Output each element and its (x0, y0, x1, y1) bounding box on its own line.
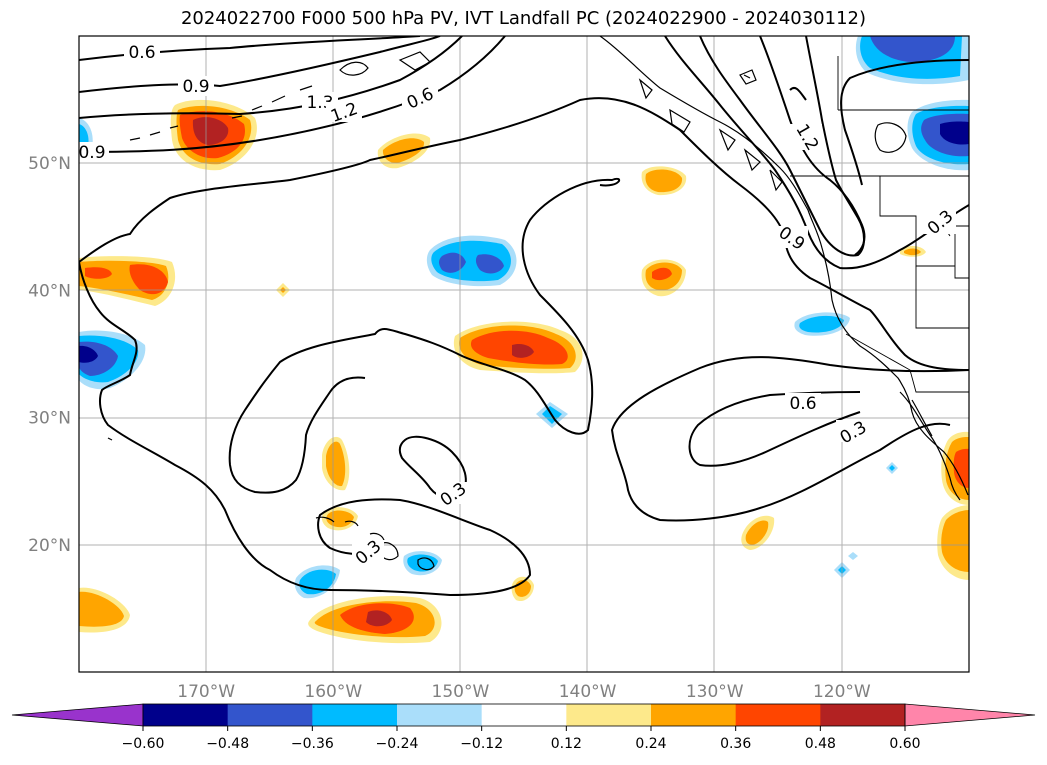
plot-frame (78, 35, 970, 673)
contour-line (79, 36, 506, 153)
svg-text:0.9: 0.9 (78, 143, 105, 163)
contour-line (699, 36, 865, 257)
anomaly-blob (79, 256, 176, 306)
colorbar-max-extension (904, 703, 1036, 727)
contour-line (79, 36, 463, 119)
contour-label: 1.2 (790, 121, 822, 154)
colorbar-tick-label: 0.48 (805, 736, 836, 752)
contour-line (79, 97, 969, 371)
colorbar-min-extension (11, 703, 144, 727)
anomaly-blob (937, 505, 969, 580)
colorbar-swatch (143, 704, 229, 726)
colorbar-swatch (651, 704, 737, 726)
contour-line (79, 36, 441, 93)
latitude-tick-label: 50°N (28, 154, 71, 174)
gridlines (79, 36, 969, 672)
contour-label: 0.3 (922, 206, 957, 239)
anomaly-blob (453, 321, 583, 374)
contour-label: 0.3 (836, 417, 870, 448)
colorbar-tick-label: −0.36 (291, 736, 334, 752)
contour-line (228, 177, 621, 494)
anomaly-blob (377, 133, 431, 169)
contour-label: 0.9 (775, 223, 809, 255)
map-title: 2024022700 F000 500 hPa PV, IVT Landfall… (180, 8, 867, 29)
contour-label: 0.6 (785, 393, 821, 414)
colorbar-tick-label: 0.60 (889, 736, 920, 752)
contour-label: 0.6 (124, 42, 160, 63)
anomaly-blob (641, 166, 687, 196)
longitude-tick-label: 160°W (304, 682, 362, 702)
colorbar-swatch (397, 704, 483, 726)
colorbar-tick-label: −0.24 (376, 736, 419, 752)
contour-label: 1.2 (326, 99, 362, 127)
longitude-tick-labels: 170°W 160°W 150°W 140°W 130°W 120°W (177, 682, 871, 702)
colorbar-tick-label: −0.48 (206, 736, 249, 752)
colorbar-tick-label: 0.12 (551, 736, 582, 752)
anomaly-blob (907, 99, 969, 171)
latitude-tick-label: 30°N (28, 409, 71, 429)
anomaly-blob (322, 436, 350, 491)
contour-label: 0.3 (352, 536, 386, 569)
anomaly-blob (308, 596, 442, 644)
longitude-tick-label: 130°W (686, 682, 744, 702)
longitude-tick-label: 120°W (813, 682, 871, 702)
contour-line (688, 391, 861, 467)
contour-label: 0.9 (178, 76, 214, 97)
latitude-tick-label: 40°N (28, 281, 71, 301)
colorbar-swatch (481, 704, 567, 726)
contour-line (79, 261, 532, 597)
svg-text:0.9: 0.9 (182, 77, 209, 97)
latitude-tick-labels: 20°N 30°N 40°N 50°N (28, 154, 71, 556)
colorbar-swatch (820, 704, 906, 726)
anomaly-blob (79, 330, 146, 390)
longitude-tick-label: 170°W (177, 682, 235, 702)
contour-labels: 0.6 0.9 1.3 1.2 0.6 0.9 1.2 0.9 0.3 0.6 … (78, 42, 957, 569)
contour-line (79, 36, 421, 61)
colorbar-swatch (312, 704, 398, 726)
contour-line (840, 59, 969, 186)
colorbar: −0.60 −0.48 −0.36 −0.24 −0.12 0.12 0.24 0.36 0.4… (11, 703, 1036, 752)
political-borders (790, 56, 969, 393)
svg-text:0.6: 0.6 (789, 394, 816, 414)
contour-label: 0.6 (402, 84, 438, 114)
anomaly-blob (855, 36, 969, 85)
contour-line (610, 356, 969, 522)
colorbar-swatch (735, 704, 821, 726)
colorbar-tick-label: 0.36 (720, 736, 751, 752)
colorbar-tick-label: 0.24 (635, 736, 666, 752)
svg-text:0.6: 0.6 (128, 43, 155, 63)
anomaly-blob (794, 312, 850, 336)
longitude-tick-label: 150°W (432, 682, 490, 702)
contour-line (759, 36, 866, 256)
coastlines (107, 36, 969, 571)
colorbar-swatch (227, 704, 313, 726)
anomaly-blob (426, 235, 517, 287)
contour-line (789, 86, 807, 101)
shaded-anomaly-layer (79, 36, 969, 644)
anomaly-blob (641, 259, 686, 297)
contour-label: 0.3 (436, 479, 470, 511)
colorbar-tick-label: −0.60 (122, 736, 165, 752)
latitude-tick-label: 20°N (28, 536, 71, 556)
longitude-tick-label: 140°W (559, 682, 617, 702)
colorbar-frame (142, 703, 906, 727)
anomaly-blob (170, 99, 257, 171)
colorbar-tick-label: −0.12 (460, 736, 503, 752)
colorbar-swatch (566, 704, 652, 726)
contour-label: 0.9 (78, 142, 109, 163)
pv-contours (79, 36, 969, 597)
